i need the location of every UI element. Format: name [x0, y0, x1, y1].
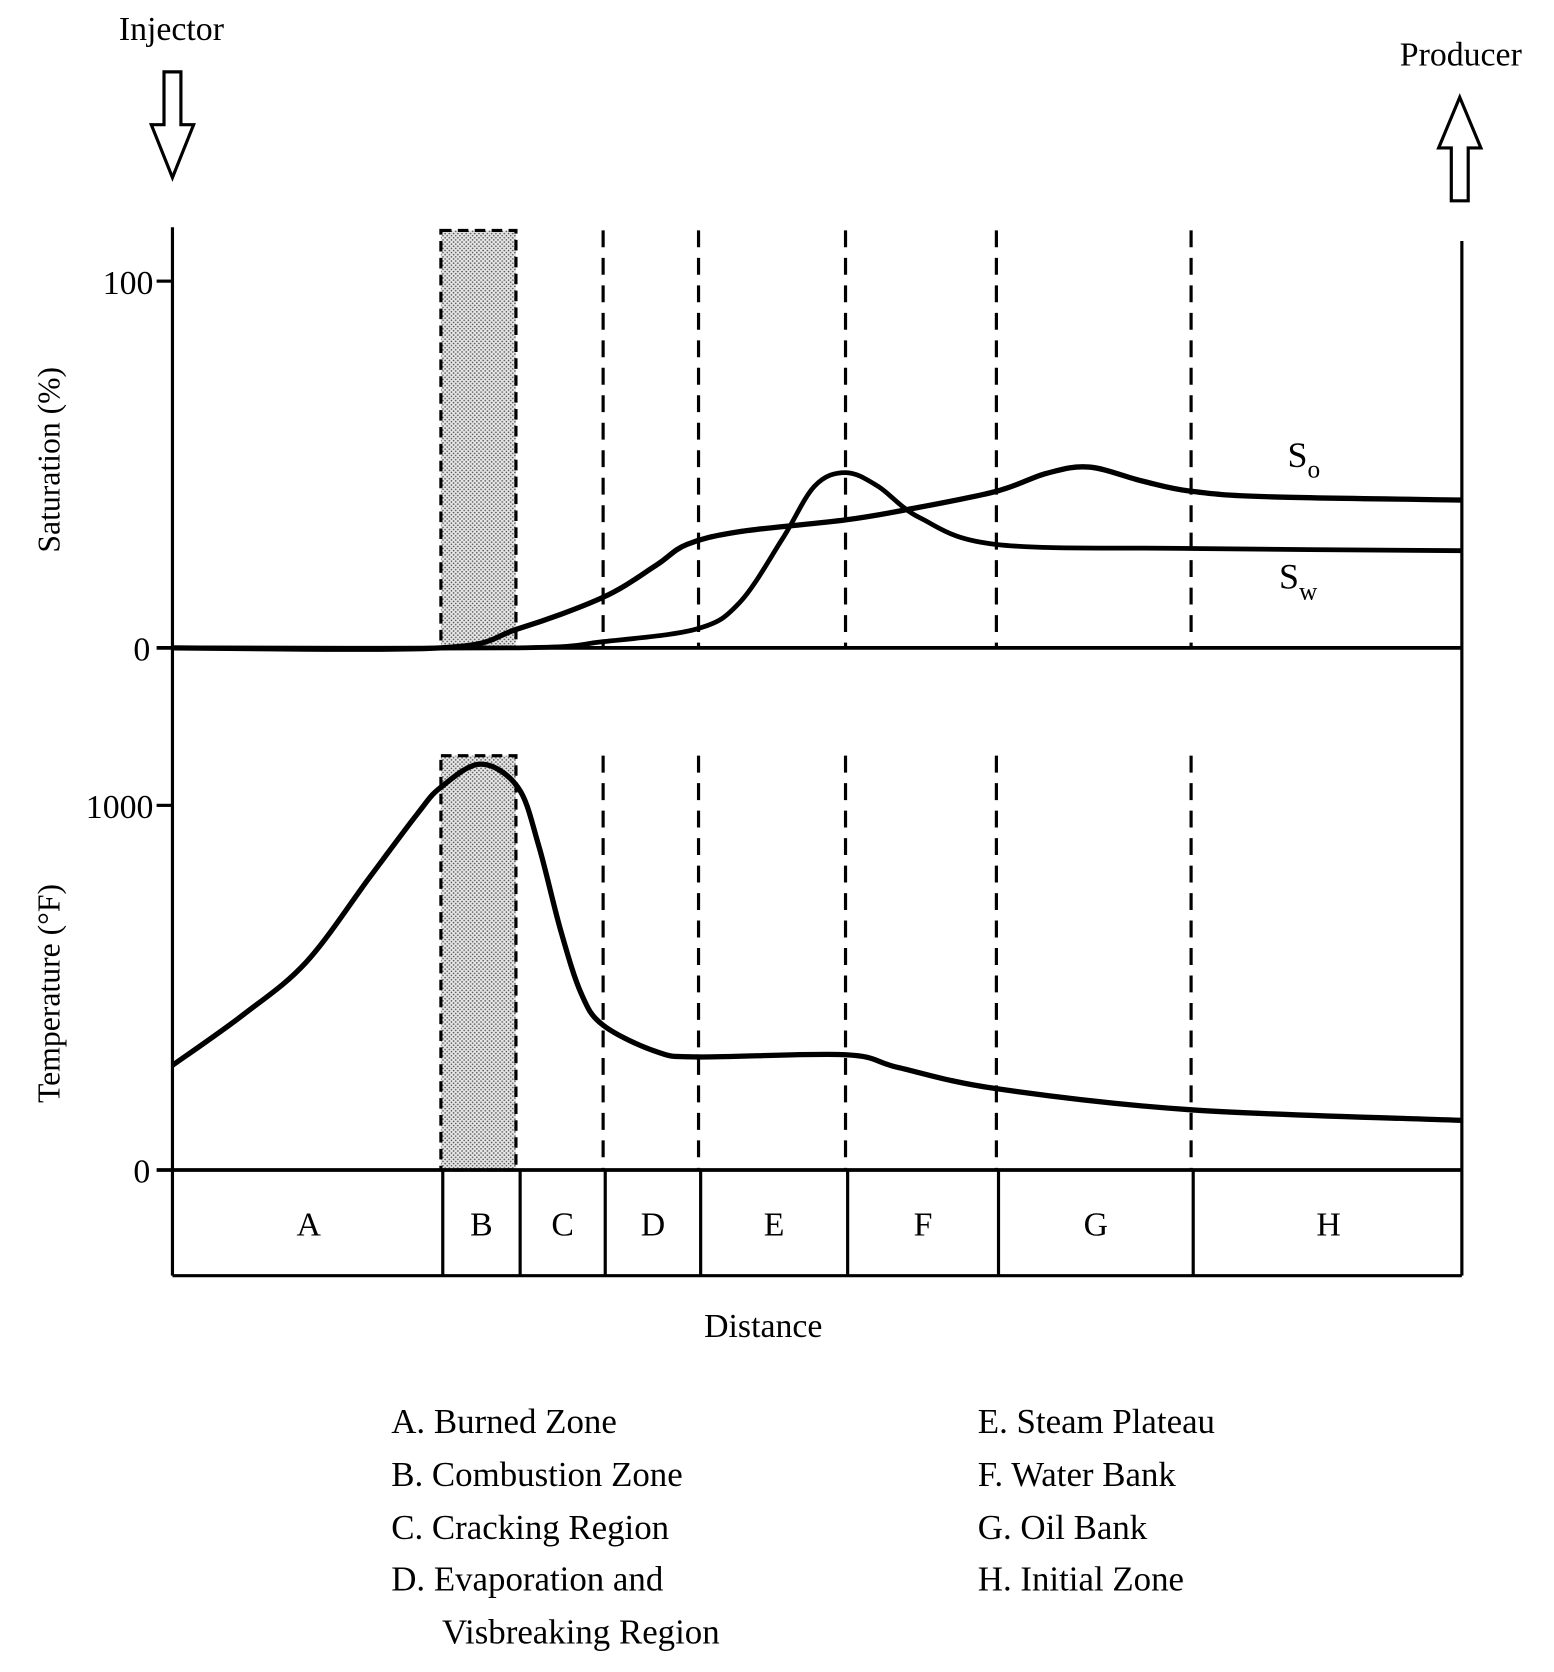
zone-letter-a: A [296, 1207, 321, 1244]
legend-item-h: H. Initial Zone [978, 1560, 1184, 1599]
so-label: So [1287, 435, 1320, 484]
zone-letter-g: G [1084, 1207, 1108, 1244]
producer-label: Producer [1400, 37, 1522, 74]
combustion-zone-shading-saturation [439, 228, 518, 650]
temperature-tick-1000: 1000 [86, 789, 154, 826]
injector-label: Injector [119, 11, 224, 48]
injector-arrow-icon [148, 70, 196, 182]
legend-item-e: E. Steam Plateau [978, 1402, 1215, 1441]
zone-letter-f: F [914, 1207, 933, 1244]
saturation-axis-label: Saturation (%) [31, 367, 66, 553]
zone-letter-e: E [764, 1207, 785, 1244]
zone-letter-h: H [1316, 1207, 1340, 1244]
saturation-tick-100: 100 [103, 265, 154, 302]
zone-letter-d: D [641, 1207, 665, 1244]
distance-label: Distance [704, 1308, 822, 1345]
zone-boundary-lines [601, 230, 1193, 1170]
combustion-zone-shading-temperature [439, 754, 518, 1172]
sw-saturation-curve [172, 470, 1462, 651]
legend-item-f: F. Water Bank [978, 1455, 1177, 1494]
zone-letter-c: C [551, 1207, 574, 1244]
sw-label: Sw [1279, 557, 1318, 606]
legend-item-a: A. Burned Zone [391, 1402, 617, 1441]
so-saturation-curve [172, 464, 1462, 652]
legend-item-g: G. Oil Bank [978, 1508, 1148, 1547]
temperature-axis-label: Temperature (°F) [31, 884, 66, 1103]
saturation-tick-0: 0 [133, 632, 150, 669]
legend-item-c: C. Cracking Region [391, 1508, 669, 1547]
legend-item-d: D. Evaporation and [391, 1560, 663, 1599]
temperature-curve [170, 761, 1462, 1124]
legend-item-d-cont: Visbreaking Region [442, 1612, 720, 1651]
zone-letter-b: B [470, 1207, 493, 1244]
temperature-tick-0: 0 [133, 1154, 150, 1191]
legend-item-b: B. Combustion Zone [391, 1455, 682, 1494]
producer-arrow-icon [1436, 93, 1484, 203]
